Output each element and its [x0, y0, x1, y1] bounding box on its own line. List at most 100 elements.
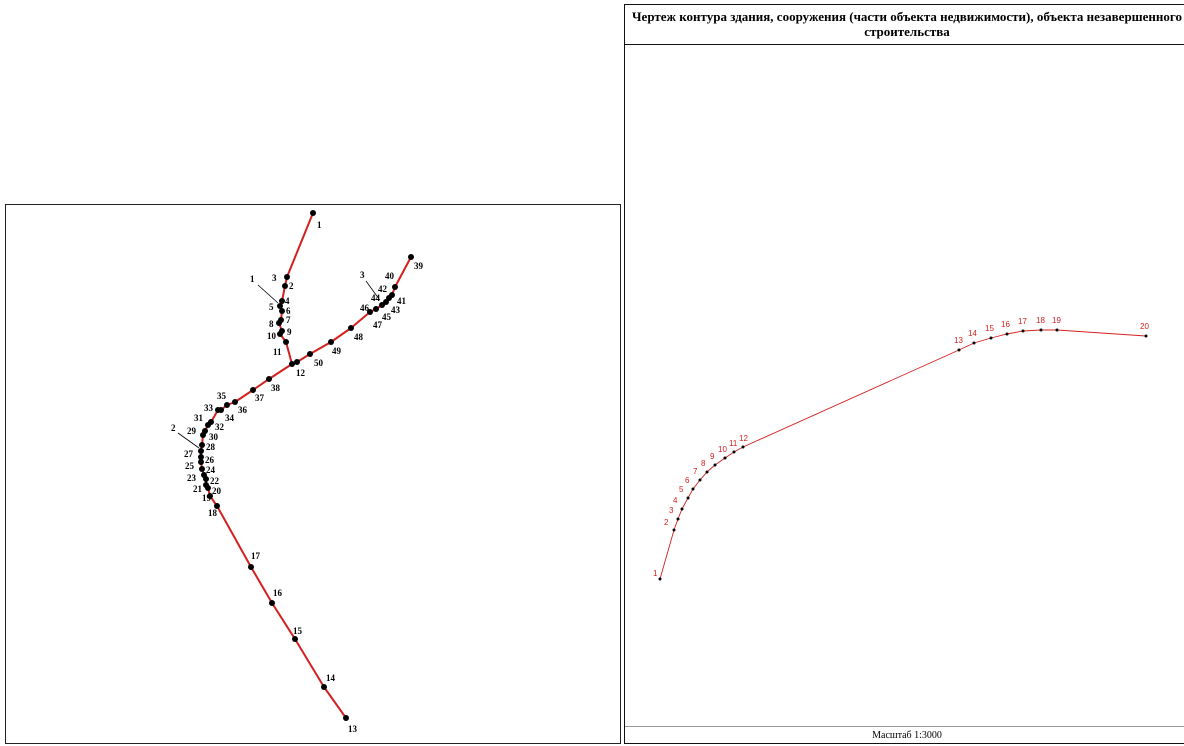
drawing-title: Чертеж контура здания, сооружения (части… — [625, 5, 1184, 45]
contour-segment — [294, 638, 325, 688]
vertex-label-20: 20 — [212, 486, 222, 496]
vertex-point-24 — [199, 466, 205, 472]
vertex-point-19 — [207, 493, 213, 499]
vertex-point-25 — [198, 459, 204, 465]
point-4 — [680, 507, 684, 511]
point-label-16: 16 — [1001, 320, 1010, 329]
point-17 — [1021, 329, 1025, 333]
contour-segment — [330, 327, 352, 343]
vertex-label-43: 43 — [391, 305, 401, 315]
point-label-7: 7 — [693, 467, 698, 476]
vertex-point-14 — [321, 684, 327, 690]
vertex-point-23 — [201, 472, 207, 478]
contour-number-1: 1 — [250, 274, 255, 284]
vertex-label-14: 14 — [326, 673, 336, 683]
vertex-label-13: 13 — [348, 724, 358, 734]
contour-segment — [268, 363, 293, 380]
point-label-6: 6 — [685, 476, 690, 485]
vertex-label-44: 44 — [371, 293, 381, 303]
vertex-point-2 — [282, 283, 288, 289]
vertex-point-45 — [373, 306, 379, 312]
contour-line — [659, 329, 1147, 580]
point-7 — [698, 478, 702, 482]
vertex-label-31: 31 — [194, 413, 204, 423]
vertex-point-46 — [367, 309, 373, 315]
contour-segment — [394, 256, 412, 288]
vertex-label-42: 42 — [378, 284, 388, 294]
point-label-15: 15 — [985, 324, 994, 333]
point-label-18: 18 — [1036, 316, 1045, 325]
contour-segment — [286, 212, 314, 278]
point-6 — [691, 487, 695, 491]
vertex-label-47: 47 — [373, 320, 383, 330]
scale-label: Масштаб 1:3000 — [625, 726, 1184, 746]
vertex-label-2: 2 — [289, 281, 294, 291]
vertex-label-21: 21 — [193, 484, 203, 494]
point-label-17: 17 — [1018, 317, 1027, 326]
vertex-label-25: 25 — [185, 461, 195, 471]
contour-segment — [309, 341, 332, 355]
vertex-label-1: 1 — [317, 220, 322, 230]
vertex-label-49: 49 — [332, 346, 342, 356]
vertex-label-8: 8 — [269, 319, 274, 329]
contour-segment — [234, 389, 254, 403]
vertex-point-6 — [279, 308, 285, 314]
vertex-label-11: 11 — [273, 347, 282, 357]
vertex-point-4 — [279, 298, 285, 304]
vertex-point-10 — [277, 331, 283, 337]
vertex-point-5 — [277, 303, 283, 309]
vertex-point-16 — [269, 600, 275, 606]
vertex-point-13 — [343, 715, 349, 721]
vertex-label-4: 4 — [285, 296, 290, 306]
vertex-point-11 — [283, 339, 289, 345]
left-drawing-panel: 1 2 3 4 5 6 7 8 9 10 11 12 13 14 15 16 17 18 19 20 21 22 23 24 2… — [5, 204, 621, 744]
point-20 — [1144, 334, 1148, 338]
vertex-label-35: 35 — [217, 391, 227, 401]
point-5 — [686, 496, 690, 500]
point-label-20: 20 — [1140, 322, 1149, 331]
vertex-point-49 — [307, 351, 313, 357]
vertex-point-18 — [214, 503, 220, 509]
point-16 — [1005, 332, 1009, 336]
vertex-label-6: 6 — [286, 306, 291, 316]
vertex-label-19: 19 — [202, 493, 212, 503]
vertex-point-37 — [250, 387, 256, 393]
vertex-label-22: 22 — [210, 476, 220, 486]
vertex-label-28: 28 — [206, 442, 216, 452]
vertex-label-39: 39 — [414, 261, 424, 271]
point-label-14: 14 — [968, 329, 977, 338]
contour-segment — [216, 505, 252, 568]
vertex-label-41: 41 — [397, 296, 407, 306]
vertex-label-40: 40 — [385, 271, 395, 281]
vertex-point-35 — [224, 402, 230, 408]
point-19 — [1055, 328, 1059, 332]
vertex-label-37: 37 — [255, 393, 265, 403]
vertex-label-32: 32 — [215, 422, 225, 432]
vertex-label-33: 33 — [204, 403, 214, 413]
leader-line — [177, 432, 200, 449]
contour-segment — [271, 602, 296, 640]
vertex-label-9: 9 — [287, 327, 292, 337]
point-13 — [957, 348, 961, 352]
vertex-point-47 — [348, 325, 354, 331]
point-1 — [658, 577, 662, 581]
vertex-label-29: 29 — [187, 426, 197, 436]
vertex-point-38 — [266, 376, 272, 382]
right-drawing-panel: Чертеж контура здания, сооружения (части… — [624, 4, 1184, 744]
contour-segment — [285, 341, 293, 365]
vertex-point-50 — [294, 359, 300, 365]
vertex-label-12: 12 — [296, 368, 306, 378]
point-label-8: 8 — [701, 459, 706, 468]
vertex-label-23: 23 — [187, 473, 197, 483]
vertex-label-17: 17 — [251, 551, 261, 561]
contour-number-3: 3 — [360, 270, 365, 280]
point-label-13: 13 — [954, 336, 963, 345]
leader-line — [365, 280, 380, 300]
vertex-label-18: 18 — [208, 508, 218, 518]
vertex-point-26 — [198, 454, 204, 460]
point-label-19: 19 — [1052, 316, 1061, 325]
point-label-9: 9 — [710, 452, 715, 461]
vertex-label-26: 26 — [205, 455, 215, 465]
vertex-point-8 — [276, 320, 282, 326]
vertex-label-10: 10 — [267, 331, 277, 341]
